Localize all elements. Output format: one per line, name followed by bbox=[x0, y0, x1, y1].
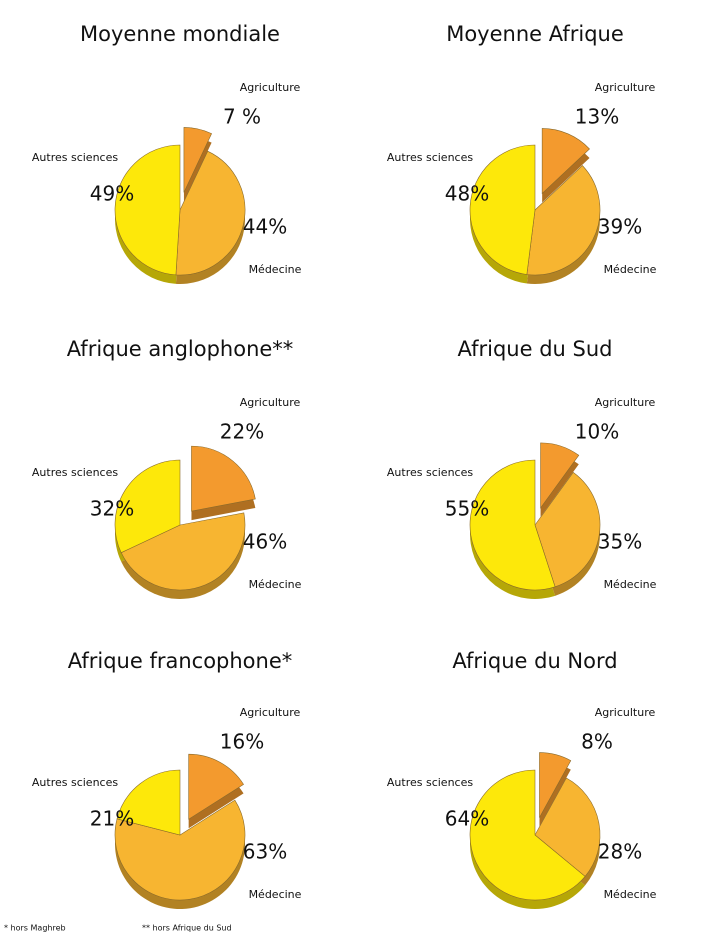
value-label: 8% bbox=[581, 730, 613, 754]
value-label: 10% bbox=[575, 420, 619, 444]
slice bbox=[469, 459, 556, 591]
footnote: * hors Maghreb bbox=[4, 924, 66, 933]
chart-title: Moyenne Afrique bbox=[446, 22, 624, 46]
slice bbox=[526, 165, 601, 276]
slice bbox=[469, 769, 586, 901]
value-label: 21% bbox=[90, 807, 134, 831]
category-label: Autres sciences bbox=[32, 776, 118, 789]
category-label: Agriculture bbox=[595, 81, 656, 94]
category-label: Autres sciences bbox=[387, 776, 473, 789]
value-label: 7 % bbox=[223, 105, 261, 129]
slice bbox=[120, 512, 246, 591]
slice bbox=[469, 144, 536, 275]
value-label: 44% bbox=[243, 215, 287, 239]
slice bbox=[191, 445, 256, 512]
category-label: Médecine bbox=[604, 263, 657, 276]
slice bbox=[114, 799, 246, 901]
slice bbox=[188, 753, 244, 820]
value-label: 32% bbox=[90, 497, 134, 521]
slice bbox=[114, 144, 181, 276]
value-label: 22% bbox=[220, 420, 264, 444]
category-label: Autres sciences bbox=[387, 466, 473, 479]
category-label: Médecine bbox=[249, 888, 302, 901]
footnote: ** hors Afrique du Sud bbox=[142, 924, 232, 933]
category-label: Agriculture bbox=[240, 396, 301, 409]
slice bbox=[183, 127, 213, 193]
chart-title: Moyenne mondiale bbox=[80, 22, 280, 46]
category-label: Médecine bbox=[604, 578, 657, 591]
slice bbox=[116, 769, 181, 836]
value-label: 64% bbox=[445, 807, 489, 831]
slice bbox=[534, 777, 601, 877]
slice bbox=[175, 150, 246, 276]
chart-title: Afrique anglophone** bbox=[67, 337, 294, 361]
slice bbox=[540, 442, 580, 509]
category-label: Agriculture bbox=[595, 396, 656, 409]
category-label: Agriculture bbox=[595, 706, 656, 719]
category-label: Autres sciences bbox=[387, 151, 473, 164]
slice bbox=[541, 128, 590, 195]
value-label: 28% bbox=[598, 840, 642, 864]
slice bbox=[534, 471, 601, 588]
category-label: Autres sciences bbox=[32, 151, 118, 164]
category-label: Médecine bbox=[604, 888, 657, 901]
category-label: Autres sciences bbox=[32, 466, 118, 479]
value-label: 39% bbox=[598, 215, 642, 239]
value-label: 49% bbox=[90, 182, 134, 206]
slice bbox=[539, 752, 572, 818]
slice bbox=[114, 459, 181, 554]
value-label: 55% bbox=[445, 497, 489, 521]
value-label: 16% bbox=[220, 730, 264, 754]
chart-title: Afrique francophone* bbox=[68, 649, 293, 673]
category-label: Médecine bbox=[249, 263, 302, 276]
chart-title: Afrique du Sud bbox=[458, 337, 613, 361]
category-label: Agriculture bbox=[240, 706, 301, 719]
value-label: 13% bbox=[575, 105, 619, 129]
value-label: 63% bbox=[243, 840, 287, 864]
category-label: Agriculture bbox=[240, 81, 301, 94]
category-label: Médecine bbox=[249, 578, 302, 591]
value-label: 46% bbox=[243, 530, 287, 554]
chart-title: Afrique du Nord bbox=[452, 649, 617, 673]
value-label: 48% bbox=[445, 182, 489, 206]
value-label: 35% bbox=[598, 530, 642, 554]
